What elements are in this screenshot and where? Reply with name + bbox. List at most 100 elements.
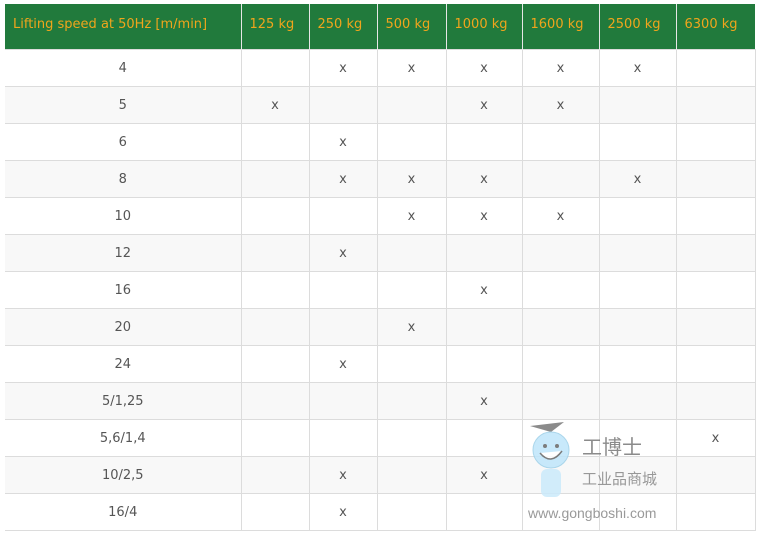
availability-cell: x <box>445 382 523 420</box>
availability-cell: x <box>308 234 378 272</box>
availability-cell <box>240 493 310 531</box>
availability-cell: x <box>445 271 523 309</box>
availability-cell <box>445 419 523 457</box>
column-header-capacity: 250 kg <box>308 4 377 50</box>
availability-cell <box>598 419 677 457</box>
availability-cell <box>445 308 523 346</box>
table-row: 5,6/1,4 x <box>5 419 756 457</box>
table-row: 10 x x x <box>5 197 756 235</box>
availability-cell <box>675 123 756 161</box>
availability-cell <box>598 271 677 309</box>
availability-cell <box>240 197 310 235</box>
availability-cell: x <box>308 49 378 87</box>
availability-cell <box>675 308 756 346</box>
table-row: 24 x <box>5 345 756 383</box>
availability-cell <box>675 234 756 272</box>
availability-cell <box>598 345 677 383</box>
availability-cell <box>240 160 310 198</box>
column-header-capacity: 1600 kg <box>521 4 599 50</box>
availability-cell <box>521 419 600 457</box>
availability-cell <box>521 234 600 272</box>
availability-cell <box>521 456 600 494</box>
availability-cell <box>521 493 600 531</box>
column-header-capacity: 125 kg <box>240 4 309 50</box>
availability-cell <box>598 382 677 420</box>
availability-cell: x <box>308 345 378 383</box>
availability-cell <box>445 345 523 383</box>
availability-cell <box>521 345 600 383</box>
availability-cell <box>598 308 677 346</box>
speed-cell: 10/2,5 <box>5 456 242 494</box>
column-header-capacity: 1000 kg <box>445 4 522 50</box>
availability-cell: x <box>445 86 523 124</box>
availability-cell <box>376 419 447 457</box>
availability-cell: x <box>521 49 600 87</box>
availability-cell: x <box>445 49 523 87</box>
availability-cell <box>240 308 310 346</box>
availability-cell <box>376 234 447 272</box>
availability-cell <box>675 49 756 87</box>
availability-cell: x <box>308 493 378 531</box>
lifting-speed-table: Lifting speed at 50Hz [m/min] 125 kg 250 k… <box>5 4 756 531</box>
availability-cell <box>445 493 523 531</box>
speed-cell: 24 <box>5 345 242 383</box>
availability-cell <box>240 456 310 494</box>
availability-cell: x <box>308 160 378 198</box>
availability-cell <box>521 271 600 309</box>
speed-cell: 16 <box>5 271 242 309</box>
availability-cell <box>521 308 600 346</box>
speed-cell: 5/1,25 <box>5 382 242 420</box>
speed-cell: 8 <box>5 160 242 198</box>
availability-cell: x <box>308 456 378 494</box>
availability-cell <box>240 123 310 161</box>
availability-cell <box>521 160 600 198</box>
availability-cell <box>445 234 523 272</box>
availability-cell <box>598 197 677 235</box>
table-row: 20 x <box>5 308 756 346</box>
speed-cell: 10 <box>5 197 242 235</box>
availability-cell: x <box>521 86 600 124</box>
availability-cell <box>598 234 677 272</box>
availability-cell <box>376 382 447 420</box>
availability-cell <box>675 197 756 235</box>
availability-cell <box>376 493 447 531</box>
availability-cell: x <box>445 197 523 235</box>
availability-cell <box>675 382 756 420</box>
availability-cell <box>376 345 447 383</box>
availability-cell <box>308 308 378 346</box>
availability-cell <box>521 382 600 420</box>
speed-cell: 20 <box>5 308 242 346</box>
availability-cell: x <box>445 160 523 198</box>
table-row: 12 x <box>5 234 756 272</box>
speed-cell: 16/4 <box>5 493 242 531</box>
speed-cell: 6 <box>5 123 242 161</box>
availability-cell <box>598 86 677 124</box>
availability-cell: x <box>445 456 523 494</box>
availability-cell: x <box>598 49 677 87</box>
availability-cell <box>240 49 310 87</box>
availability-cell <box>240 345 310 383</box>
availability-cell <box>675 86 756 124</box>
speed-cell: 5,6/1,4 <box>5 419 242 457</box>
availability-cell <box>675 345 756 383</box>
availability-cell <box>598 123 677 161</box>
availability-cell: x <box>376 160 447 198</box>
availability-cell <box>598 493 677 531</box>
availability-cell <box>445 123 523 161</box>
availability-cell: x <box>308 123 378 161</box>
availability-cell <box>308 197 378 235</box>
speed-cell: 4 <box>5 49 242 87</box>
availability-cell <box>675 493 756 531</box>
table-row: 16/4 x <box>5 493 756 531</box>
availability-cell: x <box>598 160 677 198</box>
column-header-capacity: 500 kg <box>376 4 446 50</box>
column-header-capacity: 2500 kg <box>598 4 676 50</box>
availability-cell <box>376 456 447 494</box>
availability-cell <box>240 382 310 420</box>
availability-cell: x <box>376 197 447 235</box>
availability-cell <box>240 271 310 309</box>
availability-cell: x <box>675 419 756 457</box>
